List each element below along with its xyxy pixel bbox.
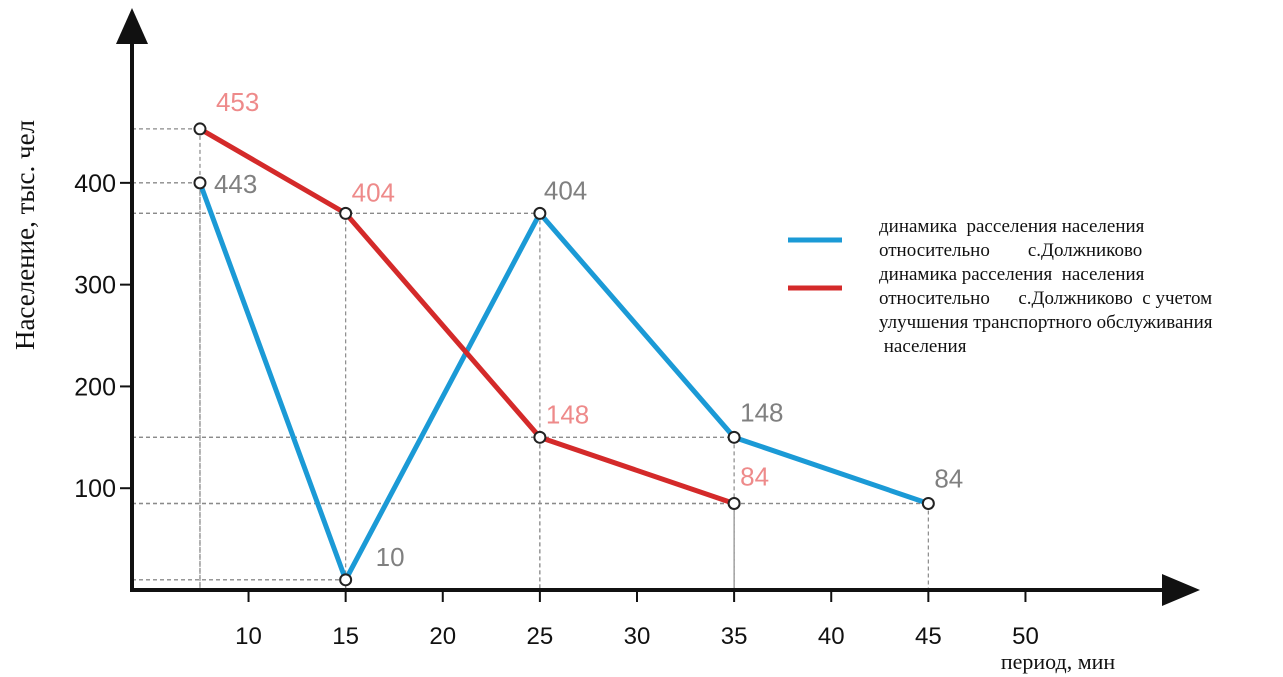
- data-point: [339, 573, 353, 587]
- y-tick-label: 400: [74, 170, 116, 198]
- data-point: [193, 176, 207, 190]
- y-axis-label: Население, тыс. чел: [10, 120, 40, 350]
- x-tick-label: 35: [721, 623, 748, 650]
- series-line-2: [197, 126, 737, 506]
- y-tick-label: 100: [74, 475, 116, 503]
- data-label: 404: [544, 175, 587, 205]
- data-point: [727, 430, 741, 444]
- data-label: 453: [216, 87, 259, 117]
- x-tick-label: 50: [1012, 623, 1039, 650]
- data-label: 148: [546, 399, 589, 429]
- y-axis-arrow: [116, 8, 148, 44]
- x-tick-label: 45: [915, 623, 942, 650]
- data-point: [727, 496, 741, 510]
- data-label: 148: [740, 397, 783, 427]
- data-label: 10: [376, 542, 405, 572]
- data-point: [339, 206, 353, 220]
- x-tick-label: 15: [332, 623, 359, 650]
- legend-label-line: улучшения транспортного обслуживания: [879, 312, 1213, 333]
- guide-lines: [132, 128, 929, 590]
- data-label: 404: [352, 177, 395, 207]
- data-point: [193, 122, 207, 136]
- y-tick-label: 300: [74, 272, 116, 300]
- legend-label-line: динамика расселения населения: [879, 216, 1145, 237]
- data-point: [533, 206, 547, 220]
- axes: [116, 8, 1200, 606]
- x-tick-label: 20: [429, 623, 456, 650]
- x-tick-label: 40: [818, 623, 845, 650]
- legend-label-line: относительно с.Должниково с учетом: [879, 288, 1212, 309]
- series-layer: [193, 122, 935, 587]
- data-label: 84: [740, 461, 769, 491]
- data-point: [533, 430, 547, 444]
- x-axis-arrow: [1162, 574, 1200, 606]
- data-point: [921, 496, 935, 510]
- data-labels-layer: 443 10 404 148 84 453 404 148 84: [214, 87, 963, 572]
- legend-label-line: динамика расселения населения: [879, 264, 1145, 285]
- x-axis-label: период, мин: [1001, 649, 1116, 674]
- x-tick-label: 30: [624, 623, 651, 650]
- y-tick-label: 200: [74, 373, 116, 401]
- x-tick-label: 25: [527, 623, 554, 650]
- legend-label-line: населения: [879, 336, 967, 357]
- legend-label-line: относительно с.Должниково: [879, 240, 1142, 261]
- x-tick-label: 10: [235, 623, 262, 650]
- axis-ticks: 100 200 300 400 10 15 20 25 30 35 40 45 50: [74, 170, 1039, 650]
- data-label: 443: [214, 169, 257, 199]
- data-label: 84: [934, 463, 963, 493]
- legend: динамика расселения населения относительн…: [788, 216, 1213, 357]
